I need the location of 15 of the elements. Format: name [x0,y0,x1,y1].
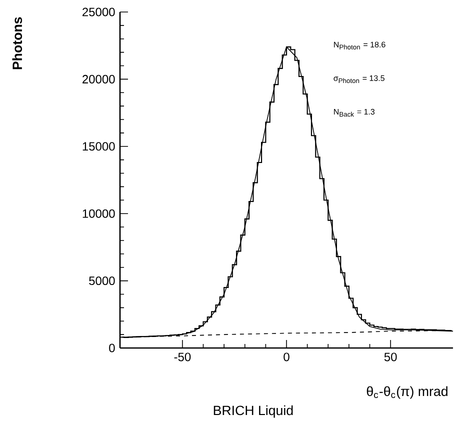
x-tick-label: 50 [384,352,397,362]
annotation: N$_{Photon}$ = 18.6 [334,42,386,50]
annotation: N$_{Back}$ = 1.3 [334,108,375,117]
x-axis-title: θ$_{c}$-θ$_{c}$(π) mrad [366,386,448,399]
y-axis-title: Photons [12,17,22,70]
x-tick-label: 0 [284,352,290,362]
y-tick-label: 15000 [82,142,115,151]
text: BRICH Liquid [214,405,293,418]
y-tick-label: 5000 [89,276,115,286]
x-tick-label: -50 [174,352,191,362]
y-tick-label: 25000 [82,8,115,16]
y-tick-label: 0 [109,344,115,352]
y-tick-label: 20000 [82,74,115,84]
y-tick-label: 10000 [82,209,115,218]
annotation: σ$_{Photon}$ = 13.5 [334,75,384,84]
